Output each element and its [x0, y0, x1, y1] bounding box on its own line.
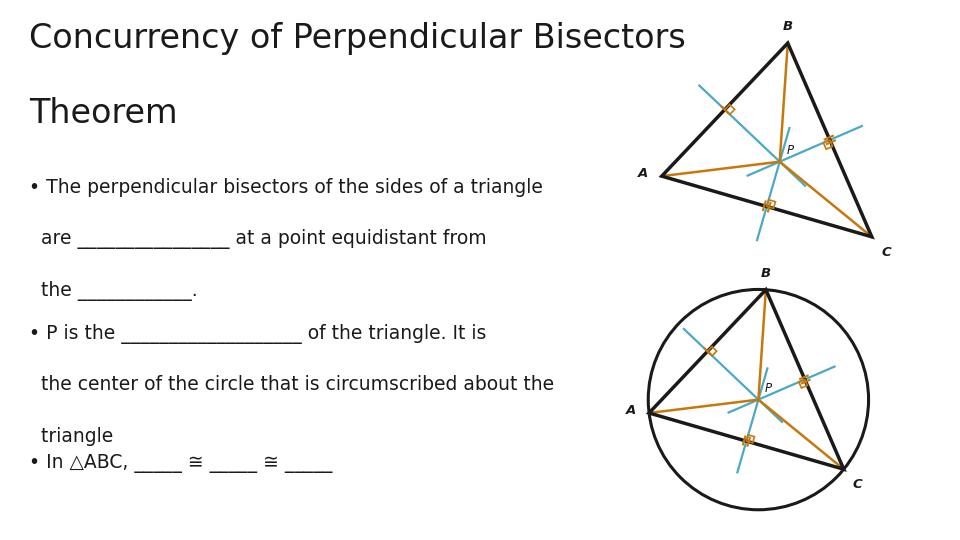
Text: C: C [881, 246, 891, 259]
Text: • P is the ___________________ of the triangle. It is: • P is the ___________________ of the tr… [29, 324, 486, 344]
Text: triangle: triangle [29, 427, 113, 446]
Text: B: B [782, 19, 793, 32]
Text: C: C [852, 478, 862, 491]
Text: B: B [761, 267, 771, 280]
Text: Concurrency of Perpendicular Bisectors: Concurrency of Perpendicular Bisectors [29, 22, 685, 55]
Text: P: P [765, 382, 772, 395]
Text: A: A [637, 167, 648, 180]
Text: Theorem: Theorem [29, 97, 178, 130]
Text: • In △ABC, _____ ≅ _____ ≅ _____: • In △ABC, _____ ≅ _____ ≅ _____ [29, 454, 332, 472]
Text: A: A [626, 404, 636, 417]
Text: are ________________ at a point equidistant from: are ________________ at a point equidist… [29, 230, 487, 249]
Text: the ____________.: the ____________. [29, 281, 198, 301]
Text: the center of the circle that is circumscribed about the: the center of the circle that is circums… [29, 375, 554, 394]
Text: P: P [786, 144, 794, 157]
Text: • The perpendicular bisectors of the sides of a triangle: • The perpendicular bisectors of the sid… [29, 178, 542, 197]
